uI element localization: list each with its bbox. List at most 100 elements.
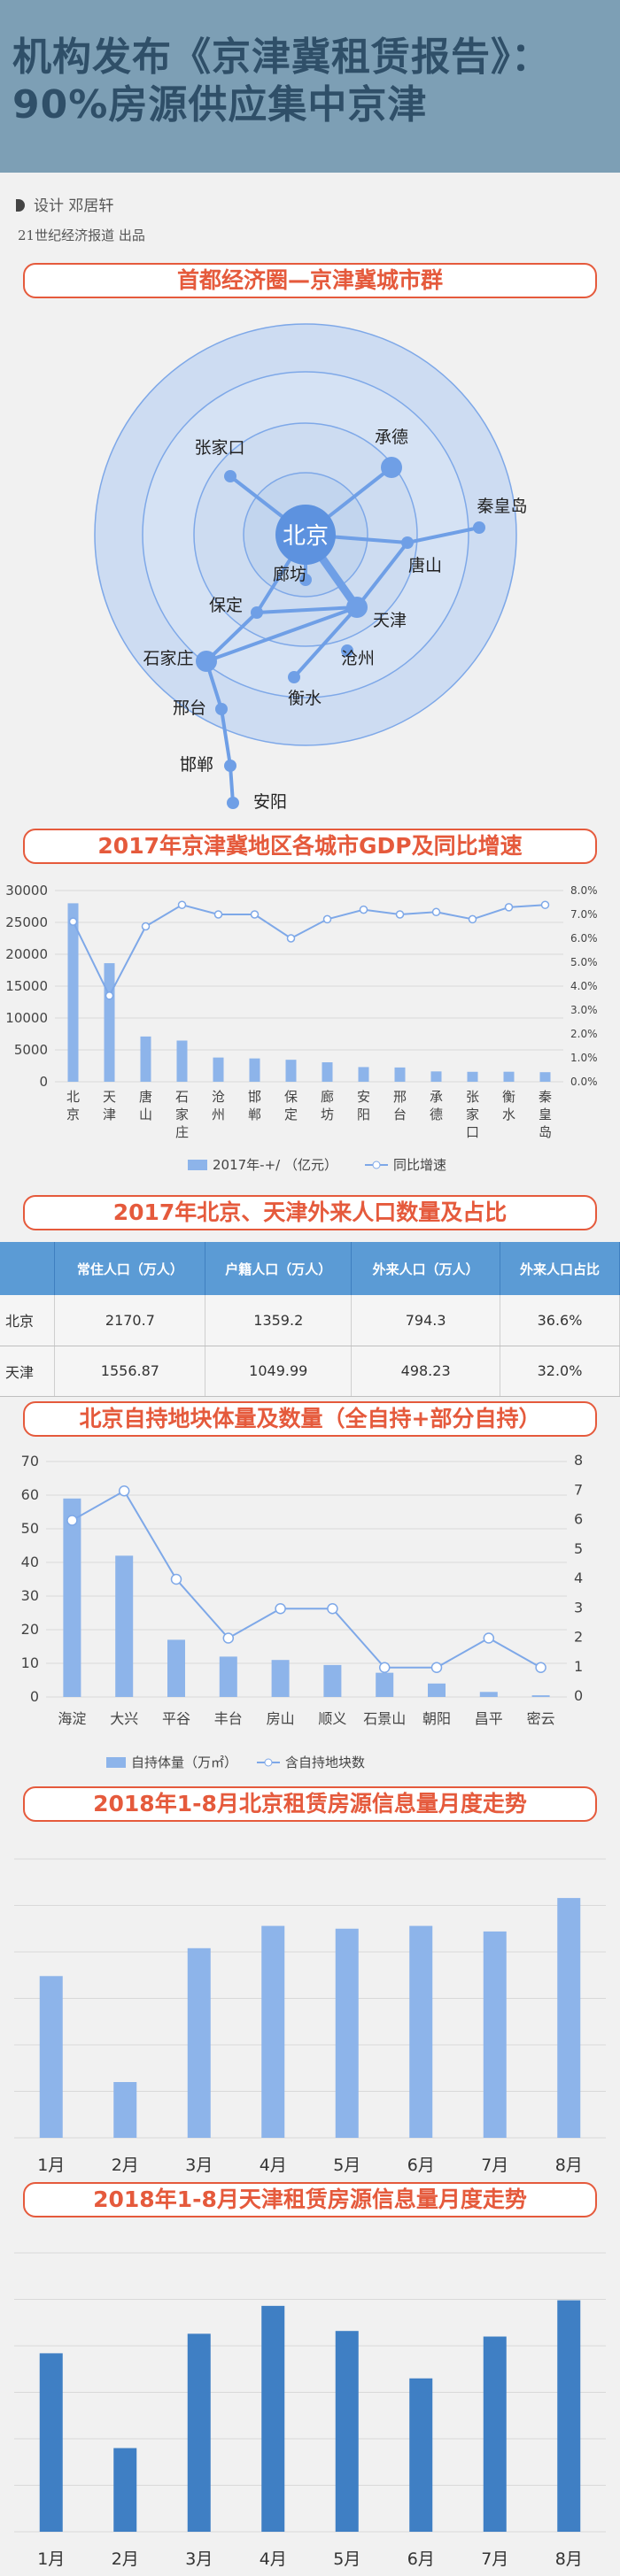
table-cell: 36.6% [500, 1295, 620, 1346]
city-label: 承德 [375, 428, 408, 447]
legend-swatch-bar [188, 1160, 207, 1170]
line-point [66, 1515, 78, 1526]
legend-label: 含自持地块数 [285, 1755, 365, 1770]
bar [483, 1931, 507, 2138]
table-header-cell: 户籍人口（万人） [205, 1242, 353, 1295]
city-node [346, 597, 368, 618]
city-node [224, 760, 236, 772]
x-tick-label: 定 [284, 1107, 298, 1122]
x-tick-label: 郸 [248, 1107, 261, 1122]
table-cell: 1359.2 [205, 1295, 353, 1346]
tianjin-rental-chart: 1月 2月 3月 4月 5月 6月 7月 8月 [14, 2252, 606, 2569]
city-node [473, 521, 485, 534]
bar [557, 1898, 581, 2138]
y2-tick-label: 8 [574, 1452, 583, 1469]
line-point [286, 934, 296, 943]
x-tick-label: 4月 [260, 2549, 287, 2569]
table-cell: 1556.87 [54, 1346, 206, 1397]
y2-tick-label: 5.0% [570, 956, 598, 968]
section-title-beijing-land: 北京自持地块体量及数量（全自持+部分自持） [23, 1401, 597, 1437]
bar [115, 1555, 134, 1697]
table-cell: 北京 [0, 1295, 56, 1346]
land-supply-chart: 706050403020100876543210海淀 大兴 平谷 丰台 房山 顺义 石景山朝… [21, 1452, 584, 1770]
beijing-node [275, 505, 336, 565]
y2-tick-label: 4 [574, 1570, 583, 1586]
y2-tick-label: 5 [574, 1540, 583, 1557]
line-point [213, 910, 223, 919]
y-tick-label: 70 [21, 1453, 39, 1469]
y-tick-label: 0 [30, 1688, 39, 1705]
x-tick-label: 安 [357, 1089, 370, 1105]
x-tick-label: 朝阳 [422, 1710, 451, 1727]
city-label-center: 北京 [283, 523, 329, 550]
bar [335, 1928, 359, 2138]
x-tick-label: 1月 [37, 2156, 65, 2175]
publisher-credit: 21世纪经济报道 出品 [18, 228, 145, 243]
x-tick-label: 水 [502, 1107, 515, 1122]
population-table: 常住人口（万人） 户籍人口（万人） 外来人口（万人） 外来人口占比 北京 217… [0, 1242, 620, 1397]
y2-tick-label: 7.0% [570, 908, 598, 921]
y2-tick-label: 2.0% [570, 1028, 598, 1040]
x-tick-label: 台 [393, 1107, 407, 1122]
line-point [170, 1573, 182, 1585]
legend-swatch-marker [372, 1161, 381, 1169]
x-tick-label: 庄 [175, 1124, 189, 1140]
link-line [406, 526, 481, 544]
bar [113, 2082, 137, 2138]
section-title-gdp: 2017年京津冀地区各城市GDP及同比增速 [23, 829, 597, 864]
y2-tick-label: 3 [574, 1599, 583, 1616]
x-tick-label: 山 [139, 1107, 152, 1122]
bar [358, 1067, 369, 1082]
city-node [381, 457, 402, 478]
x-tick-label: 德 [430, 1107, 443, 1122]
x-tick-label: 衡 [502, 1089, 515, 1105]
table-cell: 1049.99 [205, 1346, 353, 1397]
table-cell: 2170.7 [54, 1295, 206, 1346]
table-cell: 794.3 [351, 1295, 501, 1346]
line-point [275, 1603, 286, 1615]
city-label: 张家口 [194, 438, 244, 458]
x-tick-label: 沧 [212, 1089, 225, 1105]
city-label: 邢台 [173, 698, 206, 718]
city-node [227, 797, 239, 809]
y-tick-label: 30 [21, 1587, 39, 1604]
line-point [540, 900, 550, 909]
legend-label: 2017年-+/ （亿元） [213, 1157, 337, 1173]
y-tick-label: 5000 [14, 1042, 48, 1058]
link-line [255, 605, 359, 614]
city-label: 唐山 [408, 556, 442, 575]
bar [213, 1057, 224, 1082]
section-title-population: 2017年北京、天津外来人口数量及占比 [23, 1195, 597, 1230]
line-point [327, 1603, 338, 1615]
table-header-cell: 外来人口（万人） [351, 1242, 501, 1295]
y-tick-label: 20000 [5, 946, 48, 962]
y2-tick-label: 6 [574, 1511, 583, 1528]
x-tick-label: 大兴 [110, 1710, 138, 1727]
line-point [141, 922, 151, 931]
y-tick-label: 10000 [5, 1010, 48, 1026]
table-header-cell [0, 1242, 56, 1295]
x-tick-label: 顺义 [318, 1710, 346, 1727]
y2-tick-label: 0 [574, 1687, 583, 1704]
city-node [251, 606, 263, 619]
city-label: 衡水 [288, 689, 322, 708]
city-label: 石家庄 [143, 649, 193, 668]
y-tick-label: 15000 [5, 978, 48, 994]
x-tick-label: 北 [66, 1089, 80, 1105]
city-node [401, 536, 414, 549]
bar [113, 2448, 137, 2532]
x-tick-label: 7月 [481, 2156, 508, 2175]
line-point [118, 1485, 130, 1497]
legend-swatch-bar [106, 1757, 126, 1768]
x-tick-label: 天 [103, 1089, 116, 1105]
bar [335, 2331, 359, 2532]
line-point [68, 917, 78, 926]
x-tick-label: 昌平 [475, 1710, 503, 1727]
title-line-1: 机构发布《京津冀租赁报告》： [12, 35, 551, 80]
bar [63, 1498, 81, 1697]
x-tick-label: 8月 [555, 2549, 583, 2569]
line-point [504, 903, 514, 912]
x-tick-label: 京 [66, 1107, 80, 1122]
bar [428, 1683, 446, 1697]
x-tick-label: 海淀 [58, 1710, 86, 1727]
